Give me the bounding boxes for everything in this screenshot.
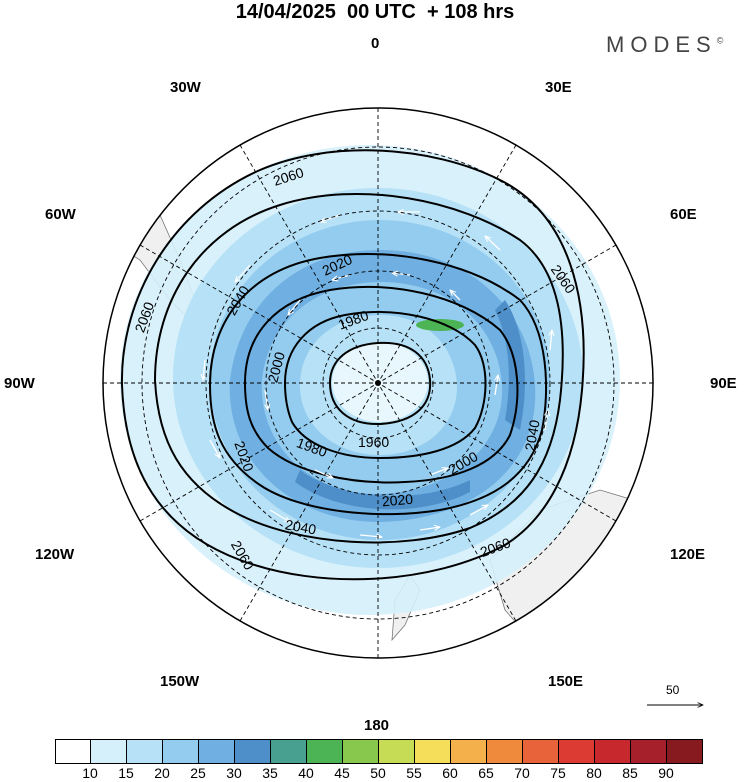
height-contours bbox=[120, 149, 585, 581]
brand-logo: MODES© bbox=[606, 32, 723, 58]
colorbar-swatch bbox=[127, 739, 163, 764]
south-pole-marker bbox=[375, 380, 381, 386]
colorbar-tick-label: 50 bbox=[370, 765, 386, 781]
lon-label-60w: 60W bbox=[45, 206, 76, 223]
reference-vector-label: 50 bbox=[666, 683, 680, 697]
colorbar-tick-label: 70 bbox=[514, 765, 530, 781]
colorbar-swatch bbox=[55, 739, 91, 764]
lon-label-120e: 120E bbox=[670, 546, 706, 563]
colorbar-tick-label: 75 bbox=[550, 765, 566, 781]
colorbar-tick-label: 90 bbox=[658, 765, 674, 781]
lon-label-30e: 30E bbox=[545, 79, 572, 96]
colorbar-tick-label: 40 bbox=[298, 765, 314, 781]
contour-label-2040b: 2040 bbox=[522, 418, 543, 452]
lon-label-180: 180 bbox=[364, 717, 390, 734]
lon-label-150e: 150E bbox=[548, 673, 584, 690]
colorbar-swatch bbox=[163, 739, 199, 764]
lon-label-120w: 120W bbox=[35, 546, 75, 563]
colorbar-tick-label: 55 bbox=[406, 765, 422, 781]
colorbar-swatch bbox=[199, 739, 235, 764]
colorbar-swatch bbox=[631, 739, 667, 764]
colorbar-tick-label: 45 bbox=[334, 765, 350, 781]
colorbar-swatch bbox=[523, 739, 559, 764]
colorbar-tick-label: 25 bbox=[190, 765, 206, 781]
colorbar-swatch bbox=[415, 739, 451, 764]
contour-1980 bbox=[283, 311, 487, 460]
contour-2040 bbox=[153, 192, 564, 544]
colorbar-tick-label: 20 bbox=[154, 765, 170, 781]
contour-2000 bbox=[243, 285, 519, 484]
contour-label-1960: 1960 bbox=[358, 434, 389, 450]
map-title: 14/04/2025 00 UTC + 108 hrs bbox=[235, 1, 515, 23]
colorbar bbox=[55, 739, 703, 764]
contour-2020 bbox=[208, 253, 548, 516]
lon-label-0: 0 bbox=[371, 35, 380, 52]
colorbar-tick-label: 80 bbox=[586, 765, 602, 781]
contour-label-2020b: 2020 bbox=[381, 491, 414, 510]
colorbar-swatch bbox=[271, 739, 307, 764]
lon-label-150w: 150W bbox=[160, 673, 200, 690]
lon-label-90w: 90W bbox=[4, 375, 35, 392]
colorbar-swatch bbox=[559, 739, 595, 764]
wind-speed-shading bbox=[120, 145, 620, 615]
contour-2060 bbox=[120, 149, 585, 581]
colorbar-swatch bbox=[307, 739, 343, 764]
colorbar-tick-label: 35 bbox=[262, 765, 278, 781]
colorbar-tick-label: 30 bbox=[226, 765, 242, 781]
contour-label-2000a: 2000 bbox=[264, 350, 288, 384]
colorbar-swatch bbox=[379, 739, 415, 764]
colorbar-swatch bbox=[595, 739, 631, 764]
colorbar-tick-label: 65 bbox=[478, 765, 494, 781]
copyright-mark: © bbox=[716, 35, 724, 46]
colorbar-swatch bbox=[451, 739, 487, 764]
colorbar-swatch bbox=[487, 739, 523, 764]
lon-label-90e: 90E bbox=[710, 375, 737, 392]
colorbar-swatch bbox=[235, 739, 271, 764]
contour-label-2040c: 2040 bbox=[284, 516, 318, 537]
map-boundary bbox=[102, 107, 654, 659]
lon-label-30w: 30W bbox=[170, 79, 201, 96]
lon-label-60e: 60E bbox=[670, 206, 697, 223]
colorbar-tick-label: 85 bbox=[622, 765, 638, 781]
brand-name: MODES bbox=[606, 32, 717, 57]
reference-vector-arrow bbox=[647, 698, 707, 712]
colorbar-tick-label: 15 bbox=[118, 765, 134, 781]
colorbar-swatch bbox=[91, 739, 127, 764]
colorbar-tick-label: 10 bbox=[82, 765, 98, 781]
colorbar-swatch bbox=[343, 739, 379, 764]
colorbar-tick-label: 60 bbox=[442, 765, 458, 781]
madagascar-land bbox=[587, 149, 616, 181]
colorbar-swatch bbox=[667, 739, 703, 764]
